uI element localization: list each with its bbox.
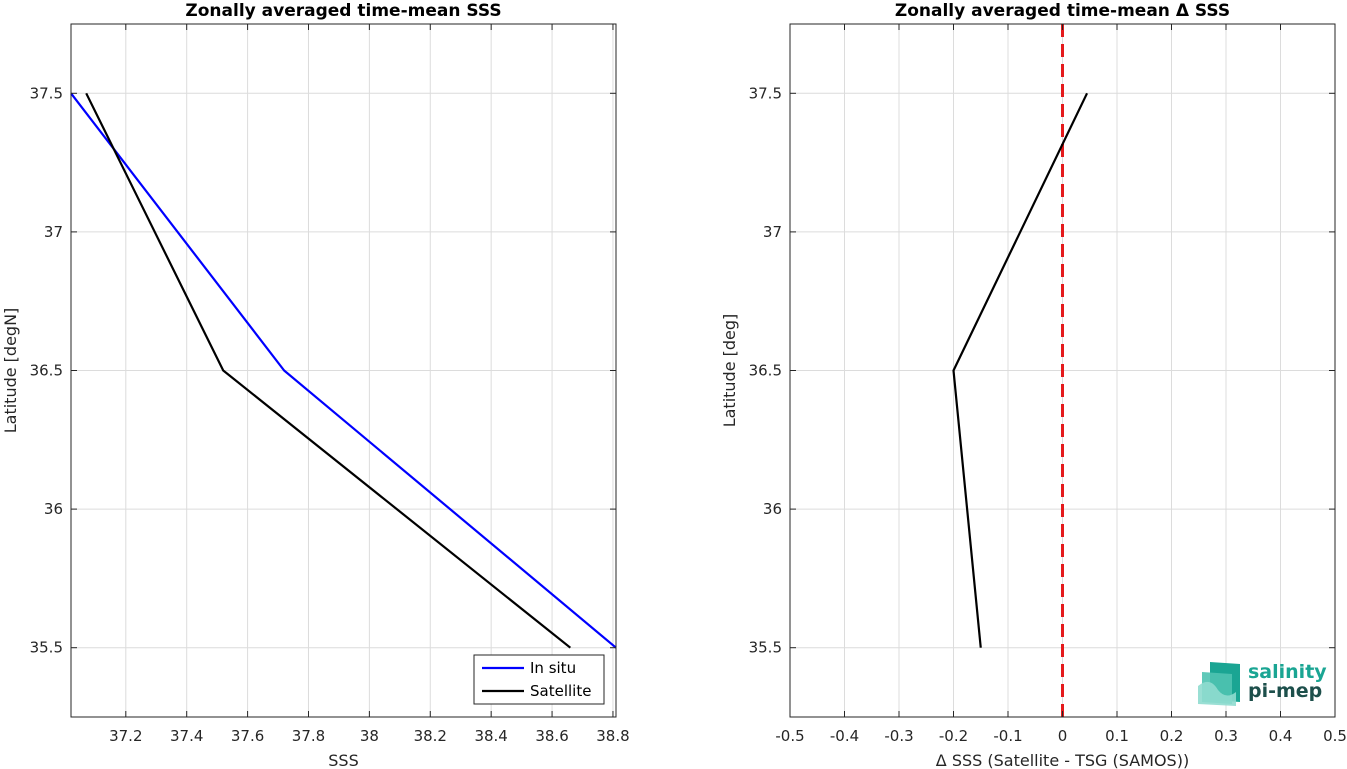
x-tick-label: -0.4: [830, 727, 859, 745]
x-tick-label: 38.2: [414, 727, 447, 745]
legend-box: [473, 654, 605, 705]
logo-line2: pi-mep: [1248, 680, 1322, 702]
series-line-satellite: [85, 92, 572, 649]
x-tick-label: 37.4: [170, 727, 203, 745]
y-axis-label: Latitude [deg]: [720, 314, 739, 428]
y-tick-label: 36: [44, 500, 63, 518]
salinity-pi-mep-logo: salinity pi-mep: [1198, 661, 1327, 706]
y-tick-label: 36.5: [30, 362, 63, 380]
x-tick-label: -0.5: [775, 727, 804, 745]
y-tick-label: 37: [44, 223, 63, 241]
y-tick-label: 36: [763, 500, 782, 518]
x-axis-label: Δ SSS (Satellite - TSG (SAMOS)): [936, 751, 1189, 769]
y-tick-label: 35.5: [749, 639, 782, 657]
chart-title: Zonally averaged time-mean Δ SSS: [895, 1, 1230, 21]
series-line-in-situ: [70, 92, 617, 649]
left-panel: 37.2 37.4 37.6 37.8 38 38.2 38.4 38.6 38.8 35.5 36…: [1, 1, 630, 769]
y-tick-label: 37.5: [30, 84, 63, 102]
series-line-delta-sss: [952, 92, 1089, 648]
x-tick-label: -0.3: [884, 727, 913, 745]
x-tick-label: 0.2: [1160, 727, 1184, 745]
x-tick-label: 38.8: [596, 727, 629, 745]
x-tick-label: 0.5: [1323, 727, 1347, 745]
right-panel: -0.5 -0.4 -0.3 -0.2 -0.1 0 0.1 0.2 0.3 0.4 0.5 35.5…: [720, 1, 1347, 769]
y-tick-label: 37.5: [749, 84, 782, 102]
y-axis-label: Latitude [degN]: [1, 308, 20, 434]
y-tick-label: 35.5: [30, 639, 63, 657]
logo-line1: salinity: [1248, 661, 1327, 683]
x-tick-label: 0.3: [1214, 727, 1238, 745]
chart-title: Zonally averaged time-mean SSS: [185, 1, 501, 21]
y-tick-label: 36.5: [749, 362, 782, 380]
x-tick-label: 0.1: [1105, 727, 1129, 745]
x-tick-label: 0: [1058, 727, 1068, 745]
x-tick-label: -0.2: [939, 727, 968, 745]
x-tick-label: 38.6: [535, 727, 568, 745]
x-tick-label: 37.6: [231, 727, 264, 745]
x-tick-label: -0.1: [993, 727, 1022, 745]
x-axis-label: SSS: [328, 751, 358, 769]
legend-label-satellite: Satellite: [530, 682, 591, 700]
x-tick-label: 0.4: [1269, 727, 1293, 745]
x-tick-label: 38: [360, 727, 379, 745]
y-tick-label: 37: [763, 223, 782, 241]
x-tick-label: 37.2: [109, 727, 142, 745]
x-tick-label: 37.8: [292, 727, 325, 745]
legend: In situ Satellite: [473, 654, 605, 705]
x-tick-label: 38.4: [474, 727, 507, 745]
legend-label-in-situ: In situ: [530, 659, 576, 677]
logo-icon: [1198, 662, 1240, 706]
